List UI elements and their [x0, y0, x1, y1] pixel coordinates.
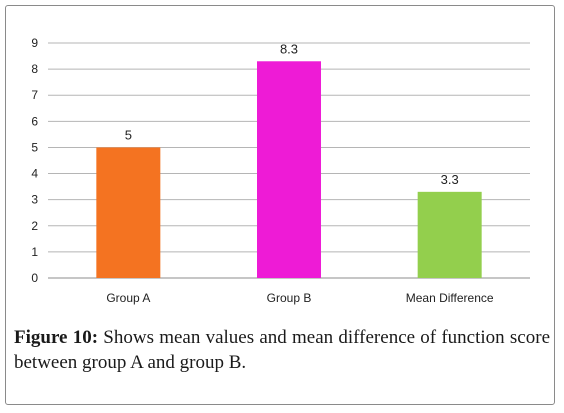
data-label-group-b: 8.3 — [280, 41, 298, 56]
y-tick-label-6: 6 — [31, 114, 38, 128]
data-label-mean-difference: 3.3 — [441, 172, 459, 187]
figure-label: Figure 10: — [14, 327, 99, 348]
y-tick-label-8: 8 — [31, 62, 38, 76]
y-tick-label-5: 5 — [31, 140, 38, 154]
x-tick-label-mean-difference: Mean Difference — [406, 291, 494, 305]
bar-chart: 0 1 2 3 4 5 6 7 8 9 5 8.3 3.3 Group A Group B Mean Di… — [31, 36, 530, 305]
y-tick-label-2: 2 — [31, 219, 38, 233]
y-axis-ticks: 0 1 2 3 4 5 6 7 8 9 — [31, 36, 38, 285]
x-tick-label-group-a: Group A — [106, 291, 150, 305]
data-label-group-a: 5 — [125, 127, 132, 142]
y-tick-label-4: 4 — [31, 167, 38, 181]
data-labels: 5 8.3 3.3 — [125, 41, 459, 187]
bar-group-b — [257, 61, 321, 279]
figure-caption: Figure 10: Shows mean values and mean di… — [14, 325, 550, 375]
y-tick-label-3: 3 — [31, 193, 38, 207]
y-tick-label-0: 0 — [31, 271, 38, 285]
figure-caption-text: Shows mean values and mean difference of… — [14, 327, 550, 373]
x-tick-label-group-b: Group B — [267, 291, 312, 305]
y-tick-label-9: 9 — [31, 36, 38, 50]
y-tick-label-1: 1 — [31, 245, 38, 259]
x-axis-ticks: Group A Group B Mean Difference — [106, 291, 494, 305]
bar-group-a — [96, 147, 161, 278]
bars — [96, 61, 482, 279]
y-tick-label-7: 7 — [31, 88, 38, 102]
bar-mean-difference — [417, 191, 482, 278]
